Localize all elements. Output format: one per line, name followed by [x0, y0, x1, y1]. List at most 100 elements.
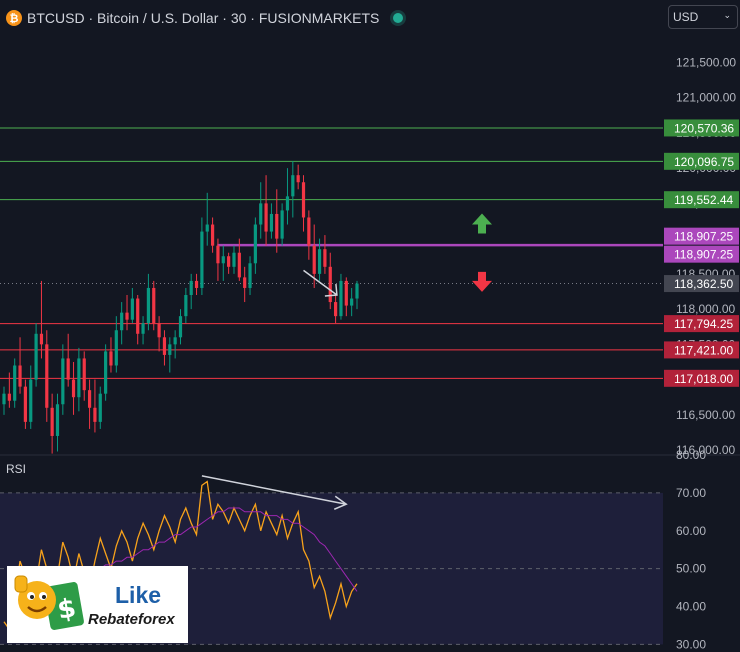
candle — [87, 379, 92, 429]
rsi-tick-label: 50.00 — [676, 562, 706, 576]
rsi-tick-label: 70.00 — [676, 486, 706, 500]
logo-brand-text: Rebateforex — [88, 611, 175, 628]
thumbs-up-mascot-icon: $ — [14, 575, 84, 630]
candle-body — [45, 344, 49, 408]
candle — [168, 337, 172, 373]
level-tag-support-4-bg — [664, 315, 739, 333]
level-tag-resistance-0-bg — [664, 119, 739, 137]
candle — [157, 316, 161, 352]
candle-body — [34, 333, 38, 380]
candle-body — [184, 295, 188, 317]
candle — [55, 393, 60, 452]
candle — [216, 238, 220, 281]
candle — [98, 386, 102, 429]
candle — [29, 365, 33, 429]
candle — [184, 287, 188, 324]
candle — [109, 337, 113, 373]
candle — [13, 358, 17, 408]
level-tag-level-2-bg — [664, 245, 739, 263]
candle-body — [71, 379, 76, 398]
candle — [200, 217, 204, 296]
divergence-arrow — [201, 475, 347, 505]
svg-text:$: $ — [55, 593, 78, 626]
candle-body — [323, 249, 327, 267]
candle — [253, 217, 257, 274]
candle-body — [130, 298, 134, 320]
candle — [259, 182, 263, 239]
candle-body — [296, 175, 300, 183]
candle-body — [205, 224, 209, 232]
candle-body — [77, 358, 81, 398]
candle — [136, 295, 140, 345]
candle-body — [13, 365, 17, 401]
candle — [61, 344, 65, 415]
level-tag-level-2: 118,907.25 — [674, 248, 733, 262]
candle-body — [307, 217, 311, 246]
last-price-tag: 118,362.50 — [674, 277, 733, 291]
currency-select[interactable]: USD ⌄ — [668, 5, 738, 29]
candle-body — [264, 203, 268, 232]
level-tag-resistance-2: 119,552.44 — [674, 193, 733, 207]
candle — [237, 238, 241, 281]
candle-body — [339, 280, 343, 317]
candle-body — [344, 280, 348, 306]
candle-body — [334, 302, 338, 317]
candle — [71, 361, 76, 415]
candle-body — [178, 316, 183, 338]
candle-body — [141, 323, 145, 334]
candle — [82, 351, 86, 401]
candle — [45, 330, 49, 422]
candle — [334, 295, 338, 324]
candle — [339, 273, 343, 320]
candle-body — [98, 393, 102, 422]
candle — [328, 252, 332, 310]
candle-body — [253, 224, 257, 264]
candle — [7, 372, 11, 408]
candle-body — [210, 224, 215, 246]
candle-body — [248, 263, 252, 288]
price-tick-label: 121,000.00 — [676, 91, 736, 105]
candle-body — [237, 252, 241, 278]
candle — [243, 266, 247, 303]
rsi-label[interactable]: RSI — [6, 462, 27, 476]
candle — [296, 164, 300, 190]
candle — [210, 217, 215, 253]
candle-body — [275, 213, 279, 239]
level-tag-resistance-1-bg — [664, 152, 739, 170]
candle — [350, 287, 354, 317]
candle — [77, 347, 81, 412]
candle — [104, 344, 108, 401]
down-arrow-icon — [472, 271, 492, 292]
candle-body — [269, 213, 274, 232]
candle — [317, 238, 322, 281]
symbol-title[interactable]: BTCUSD · Bitcoin / U.S. Dollar · 30 · FU… — [27, 10, 380, 26]
level-tag-resistance-1: 120,096.75 — [674, 155, 734, 169]
level-tag-support-5: 117,421.00 — [674, 343, 733, 357]
candle-body — [104, 351, 108, 394]
candle-body — [114, 330, 118, 366]
candle — [152, 280, 156, 331]
candle — [205, 192, 209, 246]
candle-body — [216, 245, 220, 264]
candle — [39, 280, 44, 359]
rsi_ma-line — [78, 507, 358, 592]
candle-body — [221, 256, 225, 264]
candle-body — [152, 287, 156, 324]
rsi-tick-label: 30.00 — [676, 637, 706, 651]
candle — [307, 210, 311, 260]
candle — [114, 316, 118, 373]
candle-body — [2, 393, 6, 405]
rsi-tick-label: 80.00 — [676, 448, 706, 462]
candle — [50, 393, 54, 454]
candle — [232, 245, 236, 274]
candle-body — [285, 196, 290, 211]
candle-body — [317, 249, 322, 274]
candle — [66, 333, 70, 387]
rsi-line — [3, 480, 358, 631]
level-tag-support-5-bg — [664, 341, 739, 359]
candle — [120, 302, 124, 345]
candle-body — [200, 231, 204, 288]
price-tick-label: 118,000.00 — [676, 302, 735, 316]
symbol-header[interactable]: ₿ BTCUSD · Bitcoin / U.S. Dollar · 30 · … — [6, 8, 404, 28]
